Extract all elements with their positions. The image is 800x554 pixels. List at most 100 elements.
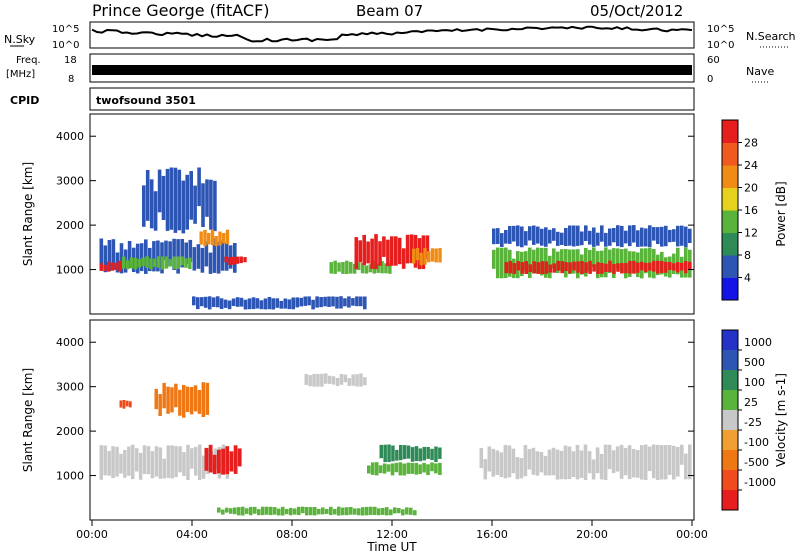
power-scatter-region-6	[388, 263, 392, 274]
power-scatter-region-9	[303, 296, 307, 306]
velocity-scatter-region-6	[688, 444, 692, 480]
velocity-scatter-region-7	[312, 373, 316, 387]
colorbar-segment	[722, 410, 738, 431]
power-scatter-region-11	[608, 260, 612, 272]
power-scatter-region-0	[164, 240, 168, 261]
velocity-scatter-region-5	[410, 447, 415, 462]
velocity-scatter-region-5	[391, 445, 395, 462]
power-scatter-region-11	[576, 261, 580, 273]
power-scatter-region-0	[204, 241, 209, 267]
velocity-scatter-region-1	[193, 385, 198, 412]
power-scatter-region-12	[616, 225, 620, 247]
velocity-scatter-region-8	[365, 506, 369, 516]
velocity-scatter-region-3	[233, 445, 238, 474]
velocity-scatter-region-8	[289, 507, 293, 516]
velocity-scatter-region-2	[122, 400, 126, 409]
power-scatter-region-0	[168, 241, 172, 267]
velocity-scatter-region-4	[370, 462, 375, 475]
power-scatter-region-11	[656, 260, 660, 274]
velocity-scatter-region-7	[304, 373, 308, 385]
power-scatter-region-9	[263, 298, 268, 310]
power-scatter-region-11	[632, 260, 636, 274]
velocity-scatter-region-8	[233, 507, 237, 515]
power-scatter-region-0	[107, 240, 112, 272]
velocity-scatter-region-0	[162, 458, 166, 479]
power-scatter-region-5	[235, 256, 240, 264]
power-scatter-region-11	[680, 262, 684, 271]
power-scatter-region-1	[99, 263, 103, 271]
velocity-scatter-region-7	[335, 377, 340, 387]
power-scatter-region-9	[299, 297, 303, 307]
power-scatter-region-1	[110, 262, 115, 271]
velocity-scatter-region-5	[438, 447, 442, 459]
power-scatter-region-3	[197, 167, 201, 207]
velocity-scatter-region-5	[387, 444, 391, 462]
velocity-scatter-region-0	[182, 452, 186, 476]
colorbar-segment	[722, 165, 738, 188]
velocity-scatter-region-8	[409, 507, 413, 515]
power-scatter-region-3	[149, 179, 154, 229]
power-scatter-region-9	[315, 296, 319, 308]
velocity-scatter-region-0	[103, 445, 107, 476]
power-scatter-region-9	[359, 296, 363, 307]
power-scatter-region-2	[149, 258, 153, 270]
velocity-scatter-region-5	[434, 446, 438, 462]
power-scatter-region-10	[492, 249, 496, 269]
power-scatter-region-11	[676, 262, 680, 273]
freq-label: Freq.	[16, 55, 41, 66]
power-scatter-region-1	[107, 261, 111, 272]
power-scatter-region-9	[196, 297, 200, 310]
power-scatter-region-2	[184, 258, 188, 268]
power-scatter-region-11	[580, 261, 584, 274]
power-scatter-region-10	[552, 248, 556, 269]
power-scatter-region-12	[608, 228, 612, 246]
power-scatter-region-3	[153, 191, 158, 231]
power-scatter-region-11	[612, 264, 616, 274]
velocity-scatter-region-4	[438, 462, 442, 475]
power-scatter-region-9	[255, 298, 260, 309]
nsky-tick-high: 10^5	[52, 24, 79, 35]
power-scatter-region-3	[205, 179, 209, 217]
velocity-scatter-region-8	[277, 508, 281, 516]
velocity-scatter-region-1	[166, 386, 170, 414]
colorbar-tick-label: -25	[744, 416, 762, 429]
velocity-scatter-region-0	[174, 446, 178, 478]
velocity-scatter-region-0	[119, 453, 123, 474]
power-scatter-region-11	[548, 264, 552, 273]
power-scatter-region-2	[145, 256, 149, 268]
velocity-scatter-region-6	[676, 447, 680, 477]
power-scatter-region-1	[114, 262, 118, 270]
power-scatter-region-11	[620, 263, 624, 274]
power-scatter-region-12	[540, 228, 544, 246]
power-scatter-region-0	[135, 243, 140, 274]
power-scatter-region-11	[512, 263, 517, 274]
velocity-scatter-region-8	[225, 507, 229, 513]
velocity-scatter-region-6	[551, 447, 556, 476]
velocity-scatter-region-5	[383, 444, 387, 463]
power-scatter-region-12	[532, 225, 536, 245]
velocity-scatter-region-8	[381, 508, 385, 515]
power-scatter-region-11	[588, 260, 592, 274]
power-scatter-region-0	[200, 247, 205, 273]
power-scatter-region-9	[223, 299, 228, 308]
power-scatter-region-0	[156, 240, 160, 272]
power-scatter-region-11	[532, 261, 536, 274]
power-scatter-region-12	[660, 226, 664, 247]
velocity-scatter-region-6	[655, 444, 660, 480]
velocity-scatter-region-3	[237, 448, 242, 467]
velocity-scatter-region-0	[111, 446, 115, 479]
power-scatter-region-0	[208, 252, 213, 274]
power-scatter-region-11	[584, 262, 588, 273]
velocity-scatter-region-0	[166, 445, 170, 478]
velocity-scatter-region-6	[487, 446, 492, 472]
power-scatter-region-9	[279, 300, 284, 309]
power-scatter-region-12	[564, 228, 568, 246]
power-scatter-region-10	[536, 247, 540, 274]
y-tick-label: 2000	[56, 425, 84, 438]
velocity-scatter-region-3	[217, 449, 221, 474]
velocity-scatter-region-3	[212, 454, 217, 475]
power-scatter-region-7	[405, 234, 410, 264]
power-scatter-region-11	[572, 261, 576, 271]
power-scatter-region-11	[668, 261, 672, 270]
power-scatter-region-11	[516, 261, 521, 271]
